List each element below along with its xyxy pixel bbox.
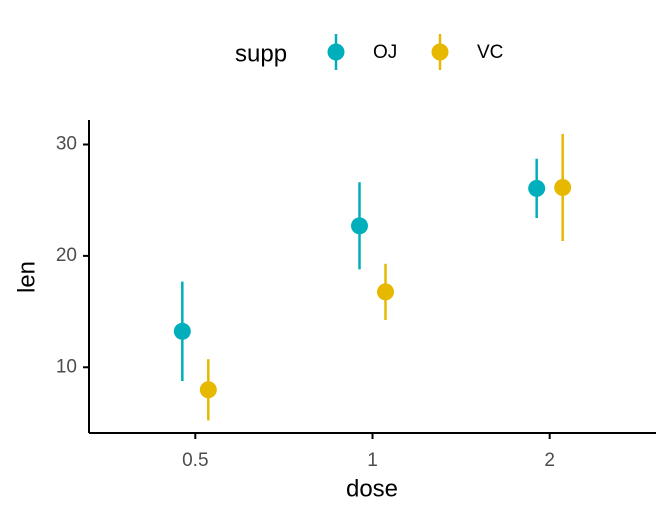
point bbox=[199, 381, 217, 399]
x-axis-label: dose bbox=[346, 475, 398, 502]
point bbox=[528, 179, 546, 197]
legend-label: VC bbox=[477, 42, 503, 63]
point bbox=[173, 322, 191, 340]
legend-title: supp bbox=[235, 40, 287, 67]
point bbox=[377, 283, 394, 301]
x-tick-label: 1 bbox=[367, 450, 378, 471]
y-axis-label: len bbox=[13, 261, 40, 293]
y-tick-label: 10 bbox=[56, 356, 77, 377]
y-tick-label: 20 bbox=[56, 245, 77, 266]
point bbox=[554, 179, 572, 197]
y-tick-label: 30 bbox=[56, 134, 77, 155]
legend-label: OJ bbox=[373, 42, 397, 63]
point bbox=[351, 217, 368, 235]
x-tick-label: 0.5 bbox=[182, 450, 208, 471]
legend-key bbox=[327, 43, 345, 61]
x-tick-label: 2 bbox=[544, 450, 555, 471]
legend-key bbox=[431, 43, 449, 61]
